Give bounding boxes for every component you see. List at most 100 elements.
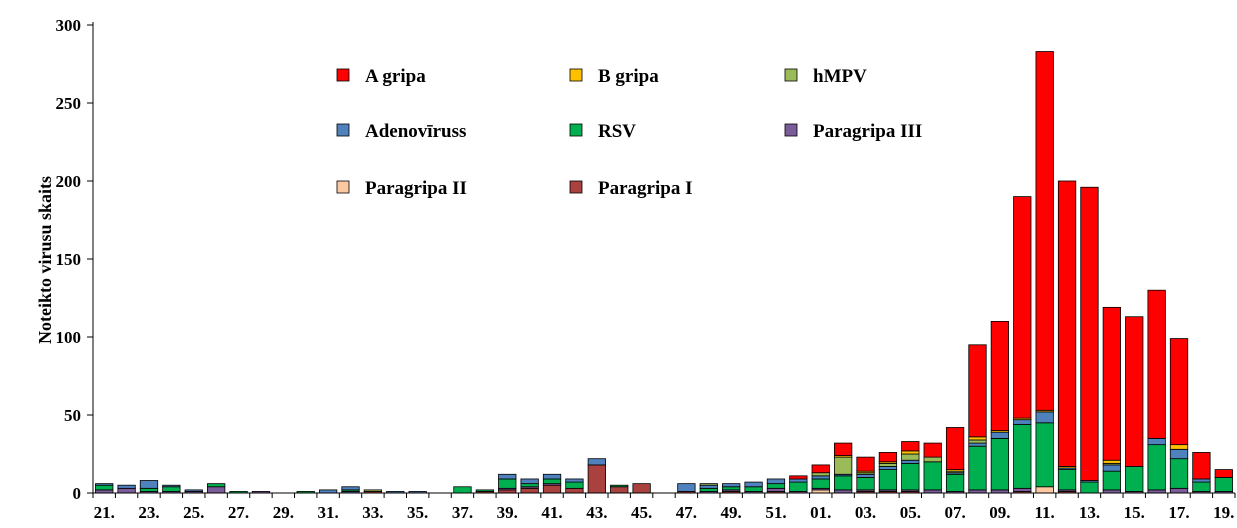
bar-segment bbox=[1035, 411, 1054, 424]
x-tick-label: 17. bbox=[1168, 503, 1189, 522]
y-axis: 0 50 100 150 200 250 300 bbox=[56, 16, 94, 503]
bar-segment bbox=[1102, 306, 1121, 461]
bar-segment bbox=[1169, 448, 1189, 460]
bar-segment bbox=[95, 484, 114, 491]
bar-segment bbox=[1013, 423, 1032, 489]
x-tick-label: 33. bbox=[362, 503, 383, 522]
bar-segment bbox=[632, 483, 651, 494]
bar-segment bbox=[610, 484, 629, 488]
bar-segment bbox=[834, 475, 853, 491]
bar-segment bbox=[1102, 464, 1121, 472]
bar-segment bbox=[856, 473, 875, 478]
bar-segment bbox=[856, 456, 875, 472]
x-tick-label: 23. bbox=[138, 503, 159, 522]
bar-segment bbox=[475, 489, 494, 492]
bar-segment bbox=[945, 473, 965, 492]
bar-segment bbox=[856, 476, 875, 491]
legend-label: Paragripa II bbox=[365, 178, 467, 199]
bar-segment bbox=[789, 481, 808, 492]
bar-segment bbox=[1080, 481, 1099, 494]
x-tick-label: 51. bbox=[765, 503, 786, 522]
bar-segment bbox=[520, 478, 539, 485]
bar-segment bbox=[923, 456, 942, 463]
legend-swatch bbox=[784, 123, 798, 137]
x-tick-label: 25. bbox=[183, 503, 204, 522]
bar-segment bbox=[520, 487, 539, 494]
bar-segment bbox=[1147, 437, 1166, 446]
bar-segment bbox=[117, 484, 136, 489]
x-tick-label: 03. bbox=[855, 503, 876, 522]
x-tick-label: 21. bbox=[94, 503, 115, 522]
bar-segment bbox=[766, 478, 786, 485]
bar-segment bbox=[565, 481, 584, 489]
bar-segment bbox=[968, 436, 987, 441]
bar-segment bbox=[968, 445, 987, 491]
x-tick-label: 07. bbox=[944, 503, 965, 522]
bar-segment bbox=[1013, 196, 1032, 419]
legend-swatch bbox=[336, 123, 350, 137]
bar-segment bbox=[1013, 487, 1032, 492]
bar-segment bbox=[1192, 478, 1211, 483]
x-tick-label: 39. bbox=[497, 503, 518, 522]
bar-segment bbox=[207, 483, 226, 488]
bar-segment bbox=[744, 481, 763, 488]
bar-segment bbox=[542, 473, 562, 480]
bar-segment bbox=[1169, 458, 1189, 489]
bar-segment bbox=[1192, 452, 1211, 480]
bar-segment bbox=[945, 427, 965, 471]
bar-segment bbox=[990, 320, 1010, 431]
legend-swatch bbox=[569, 180, 583, 194]
bar-segment bbox=[990, 431, 1010, 439]
bar-segment bbox=[341, 486, 360, 491]
bar-segment bbox=[878, 452, 898, 463]
bar-segment bbox=[834, 456, 853, 475]
x-tick-label: 01. bbox=[810, 503, 831, 522]
y-tick-label: 50 bbox=[64, 406, 81, 425]
x-tick-label: 09. bbox=[989, 503, 1010, 522]
bar-segment bbox=[610, 486, 629, 494]
legend-swatch bbox=[784, 68, 798, 82]
y-tick-label: 200 bbox=[56, 172, 82, 191]
bar-segment bbox=[1102, 470, 1121, 491]
bar-segment bbox=[1214, 469, 1233, 478]
bars bbox=[95, 51, 1233, 494]
legend-swatch bbox=[336, 180, 350, 194]
legend-label: Paragripa III bbox=[813, 121, 922, 142]
x-tick-label: 37. bbox=[452, 503, 473, 522]
legend-label: B gripa bbox=[598, 66, 659, 87]
x-tick-label: 35. bbox=[407, 503, 428, 522]
bar-segment bbox=[1169, 338, 1189, 446]
x-tick-label: 31. bbox=[317, 503, 338, 522]
x-tick-label: 47. bbox=[676, 503, 697, 522]
bar-segment bbox=[1035, 51, 1054, 411]
bar-segment bbox=[1057, 469, 1077, 491]
bar-segment bbox=[1169, 444, 1189, 450]
bar-segment bbox=[811, 464, 830, 474]
legend-label: Paragripa I bbox=[598, 178, 692, 199]
y-axis-title: Noteikto virusu skaits bbox=[35, 176, 55, 344]
bar-segment bbox=[162, 484, 181, 488]
bar-segment bbox=[1192, 481, 1211, 492]
bar-segment bbox=[901, 459, 920, 464]
bar-segment bbox=[878, 469, 898, 491]
bar-segment bbox=[1214, 476, 1233, 492]
bar-segment bbox=[587, 464, 606, 494]
bar-segment bbox=[1013, 419, 1032, 425]
x-tick-label: 13. bbox=[1079, 503, 1100, 522]
y-tick-label: 100 bbox=[56, 328, 82, 347]
x-tick-label: 43. bbox=[586, 503, 607, 522]
x-tick-label: 49. bbox=[721, 503, 742, 522]
legend-label: hMPV bbox=[813, 66, 867, 87]
bar-segment bbox=[542, 484, 562, 494]
bar-segment bbox=[1035, 422, 1054, 488]
bar-segment bbox=[95, 483, 114, 486]
legend-label: RSV bbox=[598, 121, 636, 142]
bar-segment bbox=[789, 475, 808, 480]
legend-swatch bbox=[569, 123, 583, 137]
bar-segment bbox=[901, 462, 920, 491]
bar-segment bbox=[766, 483, 786, 489]
bar-segment bbox=[699, 483, 718, 486]
bar-segment bbox=[162, 486, 181, 492]
bar-segment bbox=[117, 487, 136, 494]
